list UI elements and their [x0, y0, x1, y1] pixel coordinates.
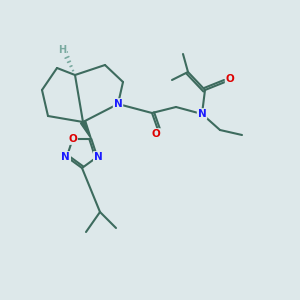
Text: N: N [114, 99, 122, 109]
Polygon shape [80, 121, 92, 139]
Text: N: N [198, 109, 206, 119]
Text: O: O [68, 134, 77, 144]
Text: N: N [94, 152, 103, 162]
Text: O: O [226, 74, 234, 84]
Text: N: N [61, 152, 70, 162]
Text: H: H [58, 45, 66, 55]
Text: O: O [152, 129, 160, 139]
